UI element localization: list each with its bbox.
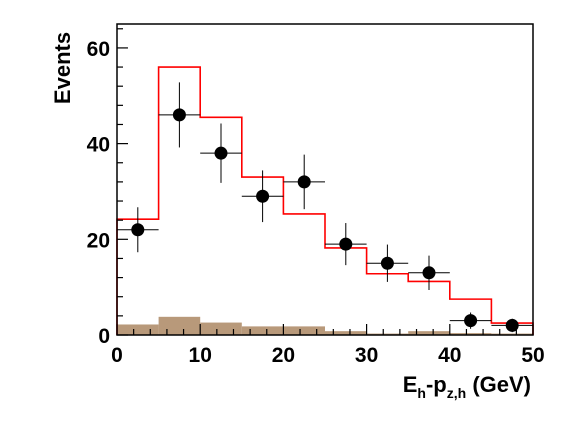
background-bin — [325, 331, 367, 335]
x-tick-label: 50 — [521, 344, 544, 367]
y-axis-title: Events — [50, 32, 75, 104]
y-tick-label: 0 — [98, 325, 110, 348]
data-point — [297, 175, 311, 189]
data-points-layer — [117, 82, 533, 333]
y-tick-label: 20 — [87, 229, 110, 252]
background-bin — [200, 322, 242, 335]
x-tick-label: 40 — [438, 344, 461, 367]
data-point — [214, 146, 228, 160]
data-point — [172, 108, 186, 122]
data-point — [380, 256, 394, 270]
data-point — [131, 223, 145, 237]
y-tick-label: 40 — [87, 134, 110, 157]
prediction-step-line — [116, 66, 534, 335]
background-bin — [117, 324, 159, 335]
background-layer — [117, 316, 533, 335]
x-axis-title: Eh-pz,h (GeV) — [403, 372, 531, 401]
data-point — [256, 189, 270, 203]
x-tick-label: 30 — [355, 344, 378, 367]
x-tick-label: 10 — [189, 344, 212, 367]
plot-frame — [116, 23, 534, 336]
background-bin — [449, 333, 492, 335]
x-tick-label: 0 — [111, 344, 123, 367]
y-tick-label: 60 — [87, 38, 110, 61]
background-bin — [241, 326, 284, 335]
data-point — [339, 237, 353, 251]
background-bin — [283, 326, 325, 335]
tick-layer: 0 10 20 30 40 50 0 20 40 60 — [87, 28, 545, 367]
background-bin — [158, 316, 201, 335]
background-bin — [408, 331, 450, 335]
data-point — [464, 314, 478, 328]
data-point — [505, 318, 519, 332]
prediction-layer — [116, 66, 534, 335]
data-point — [422, 266, 436, 280]
x-tick-label: 20 — [272, 344, 295, 367]
